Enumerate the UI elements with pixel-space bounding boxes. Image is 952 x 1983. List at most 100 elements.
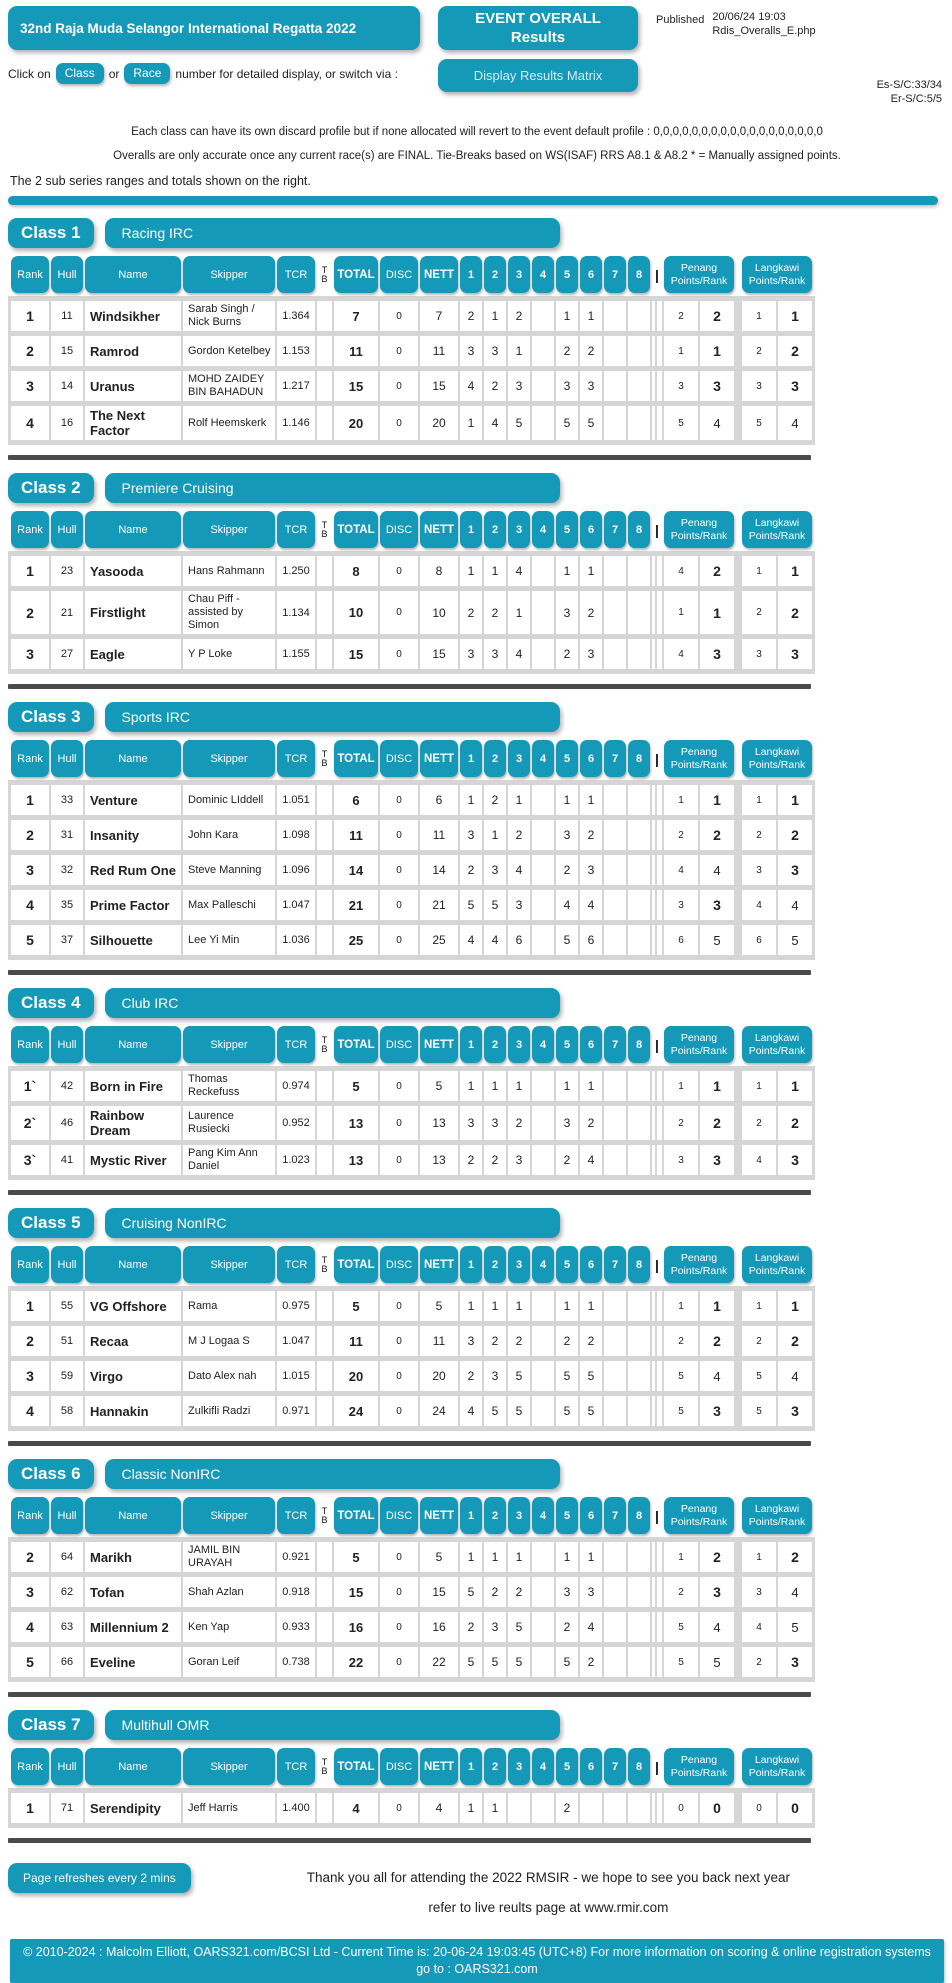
race-col-header-1[interactable]: 1	[460, 256, 482, 293]
class-number-button[interactable]: Class 7	[8, 1710, 94, 1740]
class-number-button[interactable]: Class 2	[8, 473, 94, 503]
cell-penang-points: 1	[664, 336, 698, 366]
race-col-header-5[interactable]: 5	[556, 256, 578, 293]
race-col-header-2[interactable]: 2	[484, 1026, 506, 1063]
race-col-header-1[interactable]: 1	[460, 1748, 482, 1785]
race-col-header-5[interactable]: 5	[556, 1748, 578, 1785]
result-row: 4 16 The Next Factor Rolf Heemskerk 1.146 20 0…	[11, 406, 812, 440]
race-col-header-7[interactable]: 7	[604, 1246, 626, 1283]
race-col-header-6[interactable]: 6	[580, 511, 602, 548]
race-col-header-3[interactable]: 3	[508, 1748, 530, 1785]
row-gap	[736, 591, 740, 634]
col-header-name: Name	[85, 1497, 181, 1534]
race-col-header-5[interactable]: 5	[556, 511, 578, 548]
race-col-header-6[interactable]: 6	[580, 256, 602, 293]
race-col-header-2[interactable]: 2	[484, 1246, 506, 1283]
race-col-header-7[interactable]: 7	[604, 1497, 626, 1534]
race-col-header-2[interactable]: 2	[484, 511, 506, 548]
race-col-header-7[interactable]: 7	[604, 256, 626, 293]
class-number-button[interactable]: Class 5	[8, 1208, 94, 1238]
cell-race-5: 3	[556, 371, 578, 401]
race-col-header-1[interactable]: 1	[460, 1246, 482, 1283]
race-col-header-4[interactable]: 4	[532, 1246, 554, 1283]
race-col-header-1[interactable]: 1	[460, 740, 482, 777]
class-number-button[interactable]: Class 4	[8, 988, 94, 1018]
cell-series-separator	[652, 1326, 662, 1356]
race-col-header-8[interactable]: 8	[628, 256, 650, 293]
race-col-header-6[interactable]: 6	[580, 1246, 602, 1283]
cell-race-4	[532, 890, 554, 920]
class-number-button[interactable]: Class 3	[8, 702, 94, 732]
race-col-header-5[interactable]: 5	[556, 1026, 578, 1063]
race-col-header-4[interactable]: 4	[532, 1497, 554, 1534]
cell-disc: 0	[380, 890, 418, 920]
col-header-langkawi: Langkawi Points/Rank	[742, 256, 812, 293]
page-refresh-badge: Page refreshes every 2 mins	[8, 1863, 191, 1893]
copyright-bar: © 2010-2024 : Malcolm Elliott, OARS321.c…	[10, 1939, 944, 1983]
cell-penang-points: 4	[664, 556, 698, 586]
langkawi-line2: Points/Rank	[748, 529, 806, 542]
class-button[interactable]: Class	[55, 63, 104, 84]
event-overall-results-button[interactable]: EVENT OVERALL Results	[438, 6, 638, 50]
col-header-penang: Penang Points/Rank	[664, 1246, 734, 1283]
race-col-header-5[interactable]: 5	[556, 1246, 578, 1283]
race-col-header-8[interactable]: 8	[628, 1246, 650, 1283]
race-col-header-3[interactable]: 3	[508, 511, 530, 548]
race-col-header-8[interactable]: 8	[628, 1748, 650, 1785]
race-col-header-4[interactable]: 4	[532, 1748, 554, 1785]
race-col-header-8[interactable]: 8	[628, 511, 650, 548]
race-col-header-7[interactable]: 7	[604, 1748, 626, 1785]
cell-race-6: 4	[580, 890, 602, 920]
cell-series-separator	[652, 301, 662, 331]
race-col-header-4[interactable]: 4	[532, 1026, 554, 1063]
race-col-header-3[interactable]: 3	[508, 1497, 530, 1534]
race-col-header-7[interactable]: 7	[604, 740, 626, 777]
race-col-header-5[interactable]: 5	[556, 740, 578, 777]
penang-line1: Penang	[680, 1032, 718, 1044]
race-col-header-3[interactable]: 3	[508, 1026, 530, 1063]
cell-langkawi-points: 4	[742, 1612, 776, 1642]
race-col-header-6[interactable]: 6	[580, 1748, 602, 1785]
cell-tiebreak	[317, 855, 332, 885]
cell-tcr: 1.250	[277, 556, 315, 586]
race-col-header-2[interactable]: 2	[484, 1497, 506, 1534]
race-col-header-4[interactable]: 4	[532, 511, 554, 548]
result-row: 1 71 Serendipity Jeff Harris 1.400 4 0 4 1 1 2 0 0 0 0	[11, 1793, 812, 1823]
display-results-matrix-button[interactable]: Display Results Matrix	[438, 59, 638, 92]
race-col-header-2[interactable]: 2	[484, 256, 506, 293]
race-col-header-7[interactable]: 7	[604, 1026, 626, 1063]
cell-race-2: 1	[484, 1071, 506, 1101]
race-col-header-3[interactable]: 3	[508, 740, 530, 777]
cell-hull: 21	[51, 591, 83, 634]
race-col-header-8[interactable]: 8	[628, 740, 650, 777]
race-col-header-3[interactable]: 3	[508, 1246, 530, 1283]
cell-race-5: 5	[556, 1396, 578, 1426]
race-col-header-2[interactable]: 2	[484, 1748, 506, 1785]
race-col-header-3[interactable]: 3	[508, 256, 530, 293]
race-col-header-6[interactable]: 6	[580, 1497, 602, 1534]
cell-race-5: 1	[556, 1542, 578, 1572]
cell-nett: 5	[420, 1291, 458, 1321]
cell-langkawi-rank: 3	[778, 1145, 812, 1175]
cell-race-5: 5	[556, 406, 578, 440]
race-col-header-4[interactable]: 4	[532, 740, 554, 777]
race-col-header-1[interactable]: 1	[460, 1026, 482, 1063]
race-col-header-1[interactable]: 1	[460, 511, 482, 548]
class-number-button[interactable]: Class 1	[8, 218, 94, 248]
cell-hull: 16	[51, 406, 83, 440]
race-col-header-8[interactable]: 8	[628, 1026, 650, 1063]
race-col-header-6[interactable]: 6	[580, 1026, 602, 1063]
race-col-header-6[interactable]: 6	[580, 740, 602, 777]
race-col-header-8[interactable]: 8	[628, 1497, 650, 1534]
class-number-button[interactable]: Class 6	[8, 1459, 94, 1489]
race-col-header-2[interactable]: 2	[484, 740, 506, 777]
col-header-langkawi: Langkawi Points/Rank	[742, 1748, 812, 1785]
race-button[interactable]: Race	[124, 63, 171, 84]
race-col-header-1[interactable]: 1	[460, 1497, 482, 1534]
cell-total: 25	[334, 925, 378, 955]
cell-race-7	[604, 855, 626, 885]
race-col-header-5[interactable]: 5	[556, 1497, 578, 1534]
race-col-header-7[interactable]: 7	[604, 511, 626, 548]
cell-race-8	[628, 556, 650, 586]
race-col-header-4[interactable]: 4	[532, 256, 554, 293]
